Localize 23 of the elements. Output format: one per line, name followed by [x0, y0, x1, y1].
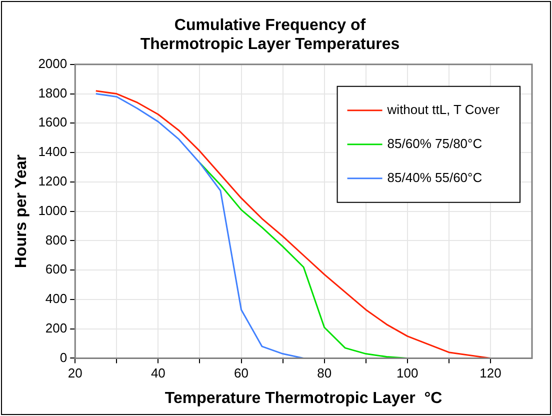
x-tick-label: 60: [234, 366, 248, 381]
y-tick-label: 1600: [38, 114, 68, 130]
y-tick-label: 1800: [38, 85, 68, 100]
y-tick-label: 200: [45, 320, 68, 336]
x-tick-label: 20: [68, 366, 82, 381]
x-tick-label: 40: [150, 366, 166, 381]
x-tick-label: 80: [317, 366, 332, 381]
chart-title: Cumulative Frequency of Thermotropic Layer Temperatures: [140, 17, 400, 54]
x-axis-title: Temperature Thermotropic Layer °C: [164, 390, 443, 407]
y-tick-label: 400: [45, 291, 68, 306]
y-tick-label: 800: [45, 232, 68, 248]
y-tick-label: 0: [60, 350, 68, 365]
x-tick-label: 120: [480, 366, 502, 381]
y-tick-label: 1200: [38, 174, 68, 188]
y-axis-title: Hours per Year: [13, 154, 30, 268]
x-tick-label: 100: [396, 366, 418, 381]
legend-label: 85/60% 75/80°C: [387, 136, 482, 151]
y-tick-label: 1400: [38, 144, 68, 160]
y-tick-label: 2000: [38, 56, 68, 71]
y-tick-label: 1000: [38, 202, 68, 218]
y-tick-label: 600: [45, 262, 68, 277]
legend-label: without ttL, T Cover: [386, 102, 500, 117]
legend-label: 85/40% 55/60°C: [387, 170, 482, 185]
